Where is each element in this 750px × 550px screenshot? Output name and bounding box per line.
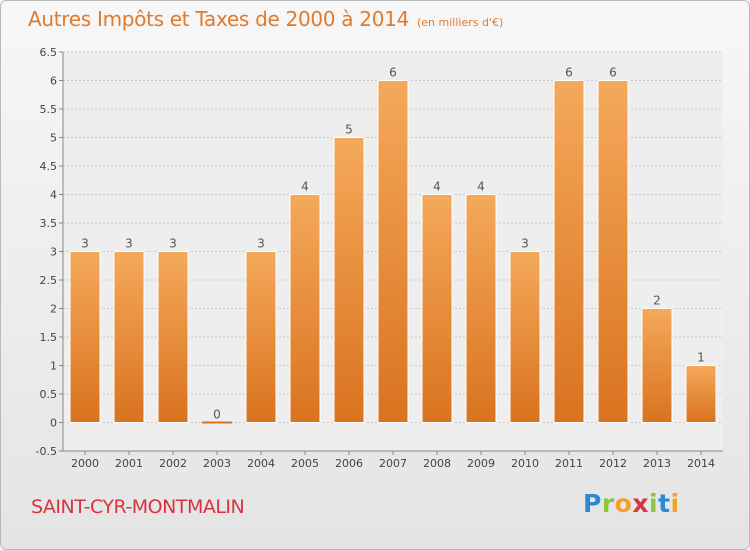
bar [69, 251, 101, 423]
x-tick-label: 2010 [511, 457, 539, 470]
bar [245, 251, 277, 423]
bar [597, 80, 629, 423]
value-label: 3 [257, 237, 265, 251]
bar [553, 80, 585, 423]
logo-letter: i [670, 489, 680, 518]
value-label: 6 [609, 66, 617, 80]
commune-name: SAINT-CYR-MONTMALIN [31, 496, 245, 518]
x-tick-label: 2008 [423, 457, 451, 470]
bar [202, 421, 232, 424]
y-tick-label: 1.5 [40, 331, 58, 344]
y-tick-label: 2.5 [40, 274, 58, 287]
y-tick-label: 5 [50, 132, 57, 145]
proxiti-logo: Proxiti [583, 489, 680, 518]
bar [157, 251, 189, 423]
logo-letter: t [658, 489, 671, 518]
x-tick-label: 2005 [291, 457, 319, 470]
y-tick-label: 2 [50, 303, 57, 316]
x-tick-label: 2007 [379, 457, 407, 470]
bar [509, 251, 541, 423]
y-tick-label: 0 [50, 417, 57, 430]
value-label: 3 [169, 237, 177, 251]
logo-letter: o [614, 489, 633, 518]
value-label: 4 [433, 180, 441, 194]
logo-letter: r [601, 489, 615, 518]
bar [421, 194, 453, 423]
value-label: 4 [477, 180, 485, 194]
x-tick-label: 2014 [687, 457, 715, 470]
bar [377, 80, 409, 423]
value-label: 2 [653, 294, 661, 308]
logo-letter: i [649, 489, 659, 518]
y-tick-label: 6 [50, 75, 57, 88]
chart-title: Autres Impôts et Taxes de 2000 à 2014 (en… [28, 7, 503, 31]
x-tick-label: 2006 [335, 457, 363, 470]
value-label: 4 [301, 180, 309, 194]
bar [465, 194, 497, 423]
y-tick-label: 4.5 [40, 160, 58, 173]
value-label: 1 [697, 351, 705, 365]
logo-letter: x [632, 489, 649, 518]
y-tick-label: 4 [50, 189, 57, 202]
chart-title-text: Autres Impôts et Taxes de 2000 à 2014 [28, 7, 409, 31]
y-tick-label: 0.5 [40, 388, 58, 401]
value-label: 6 [389, 66, 397, 80]
y-tick-label: 3.5 [40, 217, 58, 230]
bar [289, 194, 321, 423]
bar [333, 137, 365, 423]
x-tick-label: 2011 [555, 457, 583, 470]
value-label: 3 [125, 237, 133, 251]
logo-letter: P [583, 489, 602, 518]
value-label: 3 [81, 237, 89, 251]
bar [113, 251, 145, 423]
bar [641, 308, 673, 423]
x-tick-label: 2012 [599, 457, 627, 470]
x-tick-label: 2004 [247, 457, 275, 470]
y-tick-label: 5.5 [40, 103, 58, 116]
x-tick-label: 2002 [159, 457, 187, 470]
value-label: 0 [213, 408, 221, 422]
value-label: 3 [521, 237, 529, 251]
x-tick-label: 2003 [203, 457, 231, 470]
y-tick-label: -0.5 [36, 445, 57, 458]
chart-subtitle: (en milliers d'€) [417, 16, 504, 29]
y-tick-label: 1 [50, 360, 57, 373]
value-label: 6 [565, 66, 573, 80]
y-tick-label: 6.5 [40, 46, 58, 59]
bar [685, 365, 717, 423]
x-tick-label: 2013 [643, 457, 671, 470]
x-tick-label: 2009 [467, 457, 495, 470]
y-tick-label: 3 [50, 246, 57, 259]
x-tick-label: 2001 [115, 457, 143, 470]
x-tick-label: 2000 [71, 457, 99, 470]
value-label: 5 [345, 123, 353, 137]
